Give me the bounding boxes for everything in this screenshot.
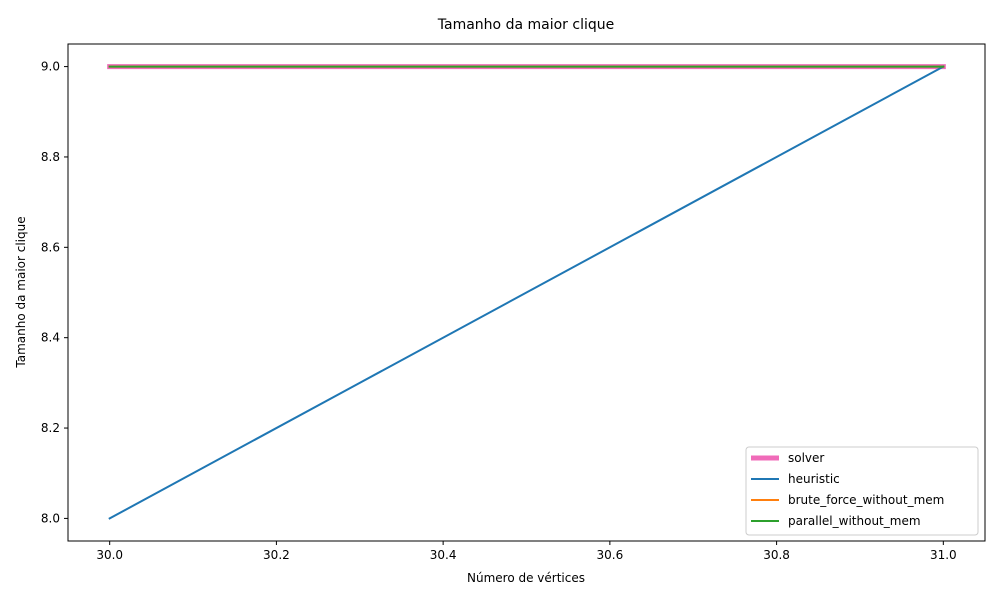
legend: solver heuristic brute_force_without_mempa… — [745, 446, 979, 536]
series-line-heuristic — [108, 65, 945, 520]
y-tick-label: 8.2 — [41, 421, 60, 435]
x-tick-label: 30.0 — [96, 548, 123, 562]
legend-label-parallel-without-mem: parallel_without_mem — [788, 514, 921, 528]
y-tick-label: 8.4 — [41, 331, 60, 345]
y-axis-label: Tamanho da maior clique — [14, 216, 28, 368]
y-tick-label: 8.8 — [41, 150, 60, 164]
x-tick-label: 30.2 — [263, 548, 290, 562]
legend-label-heuristic: heuristic — [788, 472, 840, 486]
plot-area-frame — [67, 43, 986, 542]
x-tick-label: 30.4 — [430, 548, 457, 562]
y-tick-label: 8.0 — [41, 511, 60, 525]
chart-title: Tamanho da maior clique — [437, 17, 614, 33]
x-tick-label: 31.0 — [930, 548, 957, 562]
legend-label-brute-force-without-mem: brute_force_without_mem — [788, 493, 944, 507]
y-tick-label: 9.0 — [41, 60, 60, 74]
x-tick-label: 30.8 — [763, 548, 790, 562]
legend-label-solver: solver — [788, 451, 824, 465]
x-tick-label: 30.6 — [597, 548, 624, 562]
x-axis-label: Número de vértices — [467, 571, 585, 585]
y-tick-label: 8.6 — [41, 240, 60, 254]
legend-frame — [745, 446, 979, 536]
